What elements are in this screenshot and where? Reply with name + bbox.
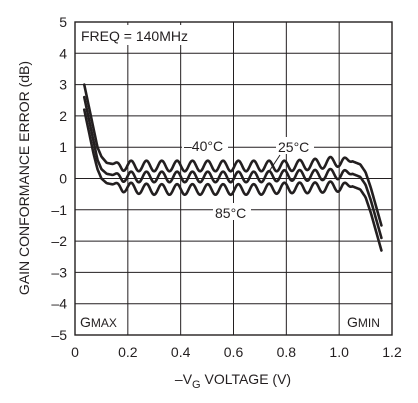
label-25-background [276, 137, 314, 154]
label-25-leader [263, 154, 281, 180]
series-label-25: 25°C [278, 139, 309, 155]
x-axis-title-rest: VOLTAGE (V) [201, 371, 292, 387]
x-tick-label: 1.0 [329, 344, 349, 360]
y-tick-label: –2 [51, 233, 67, 249]
gmin-label-sub: MIN [358, 316, 380, 330]
x-tick-label: 0.8 [277, 344, 297, 360]
freq-label-background [78, 25, 188, 45]
label-m40-background [182, 137, 228, 153]
x-axis-title-sub: G [192, 379, 201, 391]
x-tick-label: 0.6 [224, 344, 244, 360]
series-line-85 [82, 108, 383, 252]
y-tick-labels: 5 4 3 2 1 0 –1 –2 –3 –4 –5 [51, 14, 67, 343]
x-tick-labels: 0 0.2 0.4 0.6 0.8 1.0 1.2 [71, 344, 402, 360]
series-lines [82, 83, 383, 252]
gmax-label-main: G [80, 314, 91, 330]
y-axis-title: GAIN CONFORMANCE ERROR (dB) [16, 61, 32, 295]
y-tick-label: 5 [59, 14, 67, 30]
y-tick-label: 4 [59, 45, 67, 61]
series-line-25 [82, 95, 383, 240]
y-tick-label: 2 [59, 108, 67, 124]
plot-border [74, 21, 393, 336]
y-tick-label: –5 [51, 327, 67, 343]
x-tick-label: 1.2 [382, 344, 402, 360]
x-axis-title-main: –V [175, 371, 193, 387]
gmax-label-sub: MAX [91, 316, 117, 330]
y-tick-label: 1 [59, 139, 67, 155]
y-tick-label: –4 [51, 296, 67, 312]
series-label-85: 85°C [215, 205, 246, 221]
y-tick-label: –3 [51, 264, 67, 280]
x-tick-label: 0.2 [118, 344, 138, 360]
x-tick-label: 0.4 [171, 344, 191, 360]
y-tick-label: 0 [59, 171, 67, 187]
x-axis-title: –VG VOLTAGE (V) [175, 371, 291, 391]
y-tick-label: –1 [51, 202, 67, 218]
series-label-m40: –40°C [184, 138, 223, 154]
gmax-label: GMAX [80, 314, 117, 330]
gmin-label-main: G [347, 314, 358, 330]
series-line-m40 [82, 83, 383, 227]
x-tick-label: 0 [71, 344, 79, 360]
y-tick-label: 3 [59, 77, 67, 93]
label-85-background [213, 203, 251, 220]
freq-label: FREQ = 140MHz [81, 28, 188, 44]
gmin-label: GMIN [347, 314, 380, 330]
